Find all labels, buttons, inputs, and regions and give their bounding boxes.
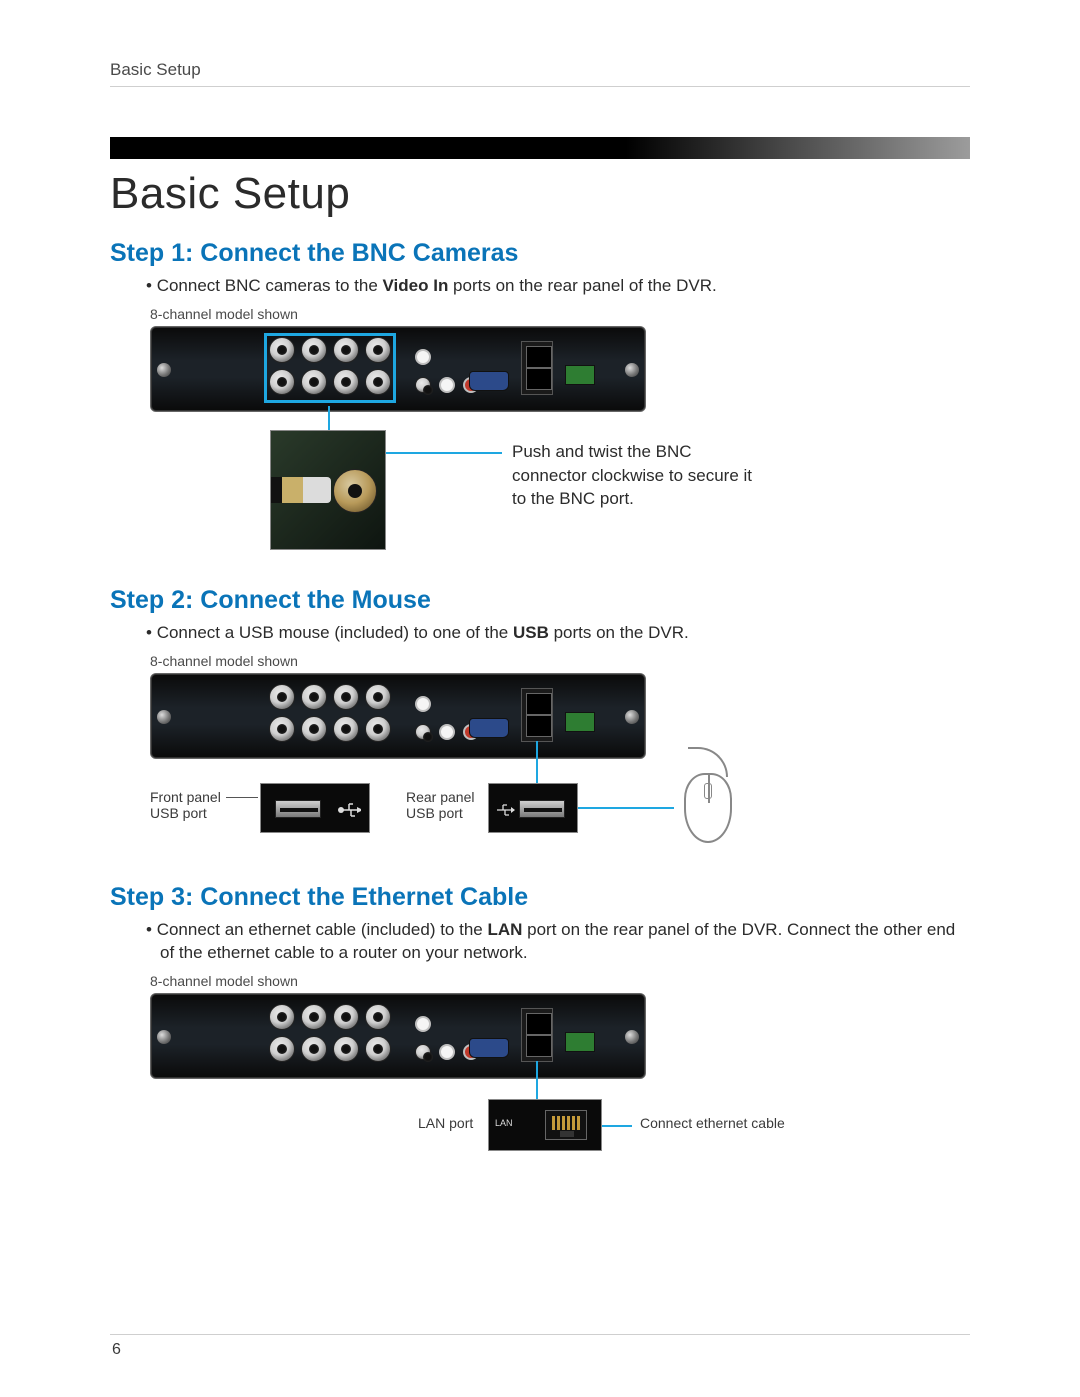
step3-caption: 8-channel model shown (150, 973, 970, 989)
callout-line (328, 406, 330, 430)
rj45-port-icon (545, 1110, 587, 1140)
lan-closeup-image: LAN (488, 1099, 602, 1151)
text: Connect an ethernet cable (included) to … (157, 920, 488, 939)
step1-caption: 8-channel model shown (150, 306, 970, 322)
step2-caption: 8-channel model shown (150, 653, 970, 669)
usb-icon (495, 800, 515, 820)
step2-heading: Step 2: Connect the Mouse (110, 586, 970, 615)
step3-figure: LAN LAN port Connect ethernet cable (150, 993, 970, 1173)
step1-side-text: Push and twist the BNC connector clockwi… (512, 440, 752, 511)
screw-icon (625, 363, 639, 377)
lan-text: LAN (495, 1118, 513, 1128)
callout-line (386, 452, 502, 454)
vga-port (469, 371, 509, 391)
usb-icon (337, 798, 361, 822)
terminal-block (565, 365, 595, 385)
lan-usb-stack (521, 341, 553, 395)
step1-heading: Step 1: Connect the BNC Cameras (110, 239, 970, 268)
connect-ethernet-label: Connect ethernet cable (640, 1115, 785, 1132)
mouse-icon (684, 773, 732, 843)
dvr-rear-panel-image (150, 673, 646, 759)
bold-term: Video In (383, 276, 449, 295)
text: Connect a USB mouse (included) to one of… (157, 623, 513, 642)
dvr-rear-panel-image (150, 326, 646, 412)
text: Connect BNC cameras to the (157, 276, 383, 295)
video-in-highlight (264, 333, 396, 403)
front-usb-label: Front panel USB port (150, 789, 221, 823)
text: ports on the DVR. (549, 623, 689, 642)
page-title: Basic Setup (110, 169, 970, 219)
bnc-closeup-image (270, 430, 386, 550)
rear-usb-label: Rear panel USB port (406, 789, 475, 823)
front-usb-closeup-svg (260, 783, 370, 833)
lan-port-label: LAN port (418, 1115, 473, 1132)
title-accent-bar (110, 137, 970, 159)
audio-in-ports (415, 349, 431, 365)
callout-line (578, 807, 674, 809)
bold-term: USB (513, 623, 549, 642)
running-head: Basic Setup (110, 60, 970, 87)
text: ports on the rear panel of the DVR. (448, 276, 716, 295)
page-number: 6 (112, 1341, 121, 1359)
step2-figure: �we⎙ ⏚ Front panel USB port Rear panel U… (150, 673, 970, 863)
step1-figure: Push and twist the BNC connector clockwi… (150, 326, 970, 566)
screw-icon (157, 363, 171, 377)
bold-term: LAN (487, 920, 522, 939)
rear-usb-closeup (488, 783, 578, 833)
step2-bullet: Connect a USB mouse (included) to one of… (110, 621, 970, 645)
step3-heading: Step 3: Connect the Ethernet Cable (110, 883, 970, 912)
callout-line (226, 797, 258, 798)
dvr-rear-panel-image (150, 993, 646, 1079)
callout-line (602, 1125, 632, 1127)
step3-bullet: Connect an ethernet cable (included) to … (110, 918, 970, 966)
footer-rule (110, 1334, 970, 1335)
step1-bullet: Connect BNC cameras to the Video In port… (110, 274, 970, 298)
